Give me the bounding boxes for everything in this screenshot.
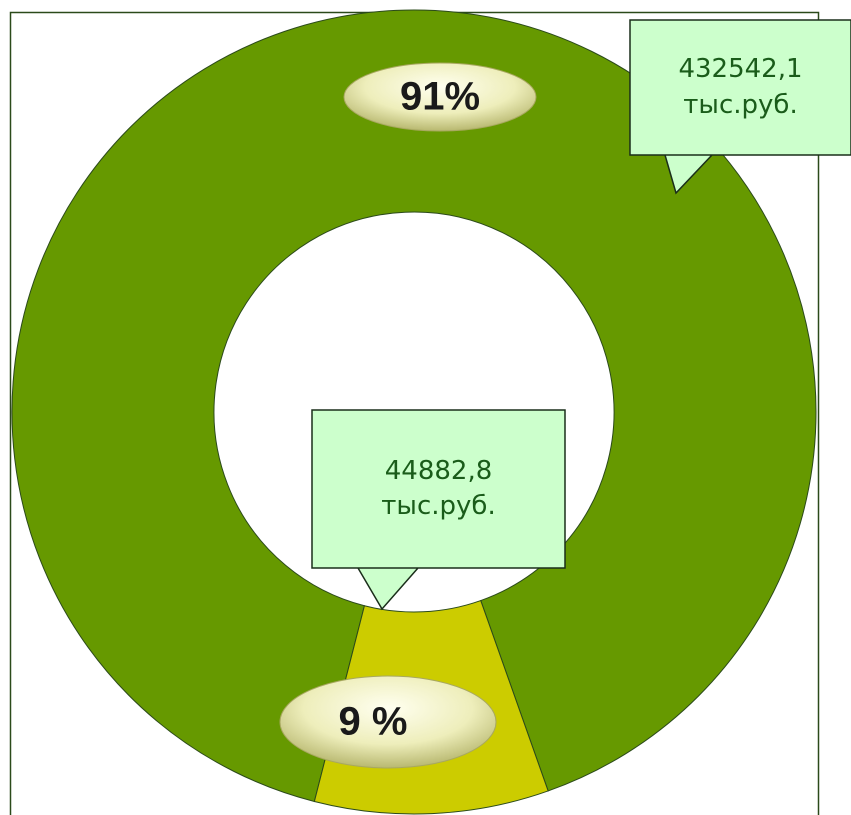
callout-box bbox=[629, 19, 851, 195]
percent-label: 9 % bbox=[339, 700, 408, 744]
callout-text-box: 44882,8 тыс.руб. bbox=[381, 455, 496, 521]
percent-badge bbox=[279, 675, 497, 769]
callout-label: 44882,8 тыс.руб. bbox=[381, 455, 496, 521]
percent-badge bbox=[343, 62, 537, 132]
percent-label: 91% bbox=[400, 75, 480, 119]
callout-box bbox=[311, 409, 566, 611]
donut-segment bbox=[11, 9, 817, 803]
callout-label: 432542,1 тыс.руб. bbox=[678, 54, 803, 120]
callout-text-box: 432542,1 тыс.руб. bbox=[678, 54, 803, 120]
